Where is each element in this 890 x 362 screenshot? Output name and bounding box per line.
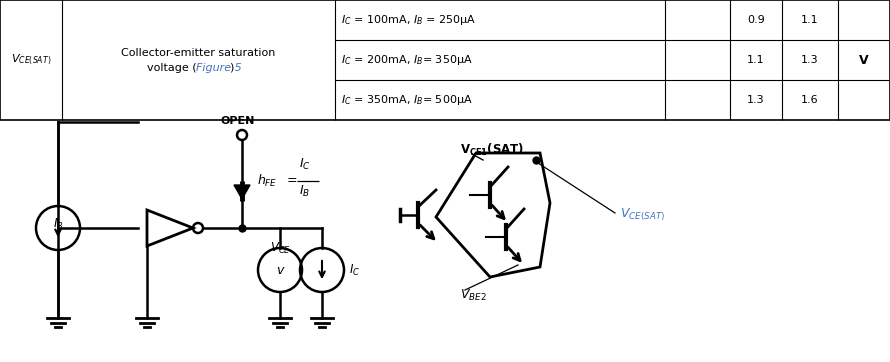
Text: $I_C$ = 350mA, $I_B$= 500μA: $I_C$ = 350mA, $I_B$= 500μA <box>341 93 473 107</box>
Text: Collector-emitter saturation: Collector-emitter saturation <box>121 48 276 58</box>
Text: 1.6: 1.6 <box>801 95 819 105</box>
Text: OPEN: OPEN <box>221 116 255 126</box>
Text: $h_{FE}$: $h_{FE}$ <box>257 173 278 189</box>
Text: $I_C$ = 200mA, $I_B$= 350μA: $I_C$ = 200mA, $I_B$= 350μA <box>341 53 473 67</box>
Text: $I_C$ = 100mA, $I_B$ = 250μA: $I_C$ = 100mA, $I_B$ = 250μA <box>341 13 476 27</box>
Text: $I_B$: $I_B$ <box>53 216 63 232</box>
Text: ): ) <box>230 63 234 73</box>
Text: $I_B$: $I_B$ <box>299 184 310 199</box>
Text: 0.9: 0.9 <box>747 15 765 25</box>
Text: $I_C$: $I_C$ <box>349 262 360 278</box>
Text: V: V <box>859 54 869 67</box>
Text: $I_C$: $I_C$ <box>299 157 311 172</box>
Text: 1.3: 1.3 <box>748 95 765 105</box>
Text: $\mathbf{V_{CE1}(SAT)}$: $\mathbf{V_{CE1}(SAT)}$ <box>460 142 524 158</box>
Text: Figure 5: Figure 5 <box>197 63 242 73</box>
Text: v: v <box>276 264 284 277</box>
Text: $V_{CE}$: $V_{CE}$ <box>270 241 290 256</box>
Text: 1.3: 1.3 <box>801 55 819 65</box>
Text: =: = <box>287 174 297 188</box>
Text: $V_{CE(SAT)}$: $V_{CE(SAT)}$ <box>11 53 52 67</box>
Text: 1.1: 1.1 <box>801 15 819 25</box>
Text: 1.1: 1.1 <box>748 55 765 65</box>
Text: $V_{BE2}$: $V_{BE2}$ <box>460 287 487 303</box>
Text: $V_{CE(SAT)}$: $V_{CE(SAT)}$ <box>620 207 665 223</box>
Text: voltage (: voltage ( <box>147 63 197 73</box>
Polygon shape <box>234 185 250 199</box>
